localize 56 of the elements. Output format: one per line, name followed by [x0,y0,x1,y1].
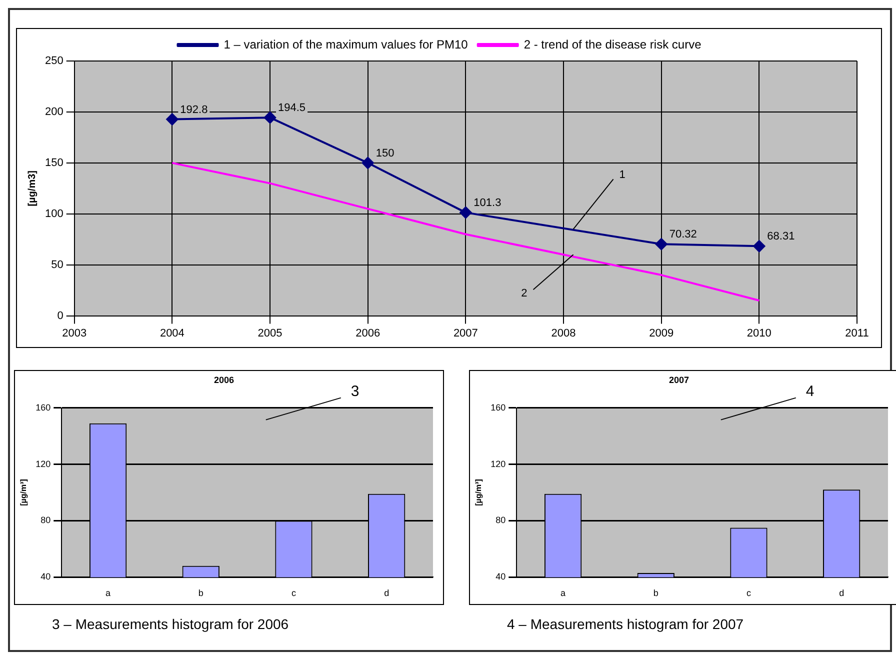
x-tick-label: 2007 [453,327,478,340]
annotation: 1 [619,169,626,182]
data-label: 192.8 [180,104,208,116]
x-tick-label: 2005 [258,327,282,340]
text: 4 [806,382,814,400]
x-tick-label: 2004 [160,327,184,340]
point [166,113,178,126]
x-tick-label: d [384,588,390,598]
x-tick-label: 2011 [845,327,869,340]
y-tick-label: 40 [496,572,506,582]
y-tick-label: 80 [496,515,506,526]
annotation: 2 [521,288,528,300]
point [362,156,374,169]
x-tick-label: 2003 [62,327,87,340]
y-tick-label: 40 [40,572,51,582]
x-tick-label: c [291,588,296,598]
x-tick-label: 2009 [649,327,674,340]
y-tick-label: 120 [490,458,506,469]
y-axis-title: [µg/m3] [26,170,38,206]
data-label: 101.3 [474,197,502,210]
x-tick-label: 2006 [356,327,380,340]
legend-label: 1 – variation of the maximum values for PM10 [224,37,468,52]
data-label: 150 [376,147,394,160]
text: 4 – Measurements histogram for 2007 [507,616,744,632]
chart-title: 2007 [668,374,690,385]
data-label: 68.31 [767,230,795,243]
chart-title: 2006 [214,374,234,385]
x-tick-label: 2010 [746,327,772,340]
text: 3 [350,382,360,400]
point [753,240,766,252]
x-tick-label: d [839,588,844,598]
point [460,206,472,219]
y-tick-label: 0 [57,310,64,322]
x-tick-label: a [106,588,111,598]
data-label: 70.32 [669,228,697,241]
y-tick-label: 100 [44,208,64,220]
y-tick-label: 120 [36,458,51,469]
data-label: 194.5 [278,102,306,114]
x-tick-label: b [198,588,204,598]
y-axis-title: [µg/m³] [474,478,484,506]
x-tick-label: a [560,588,566,598]
point [264,112,276,124]
text: 3 – Measurements histogram for 2006 [52,616,289,632]
y-tick-label: 200 [44,106,64,118]
point [655,238,668,250]
x-tick-label: 2008 [551,327,576,340]
y-axis-title: [µg/m³] [19,478,28,506]
y-tick-label: 50 [51,258,64,271]
y-tick-label: 80 [40,515,51,526]
y-tick-label: 160 [36,402,51,412]
legend-label: 2 - trend of the disease risk curve [524,37,702,52]
x-tick-label: b [653,588,658,598]
y-tick-label: 250 [44,55,64,68]
x-tick-label: c [746,588,752,598]
y-tick-label: 150 [44,156,64,169]
y-tick-label: 160 [490,402,506,412]
